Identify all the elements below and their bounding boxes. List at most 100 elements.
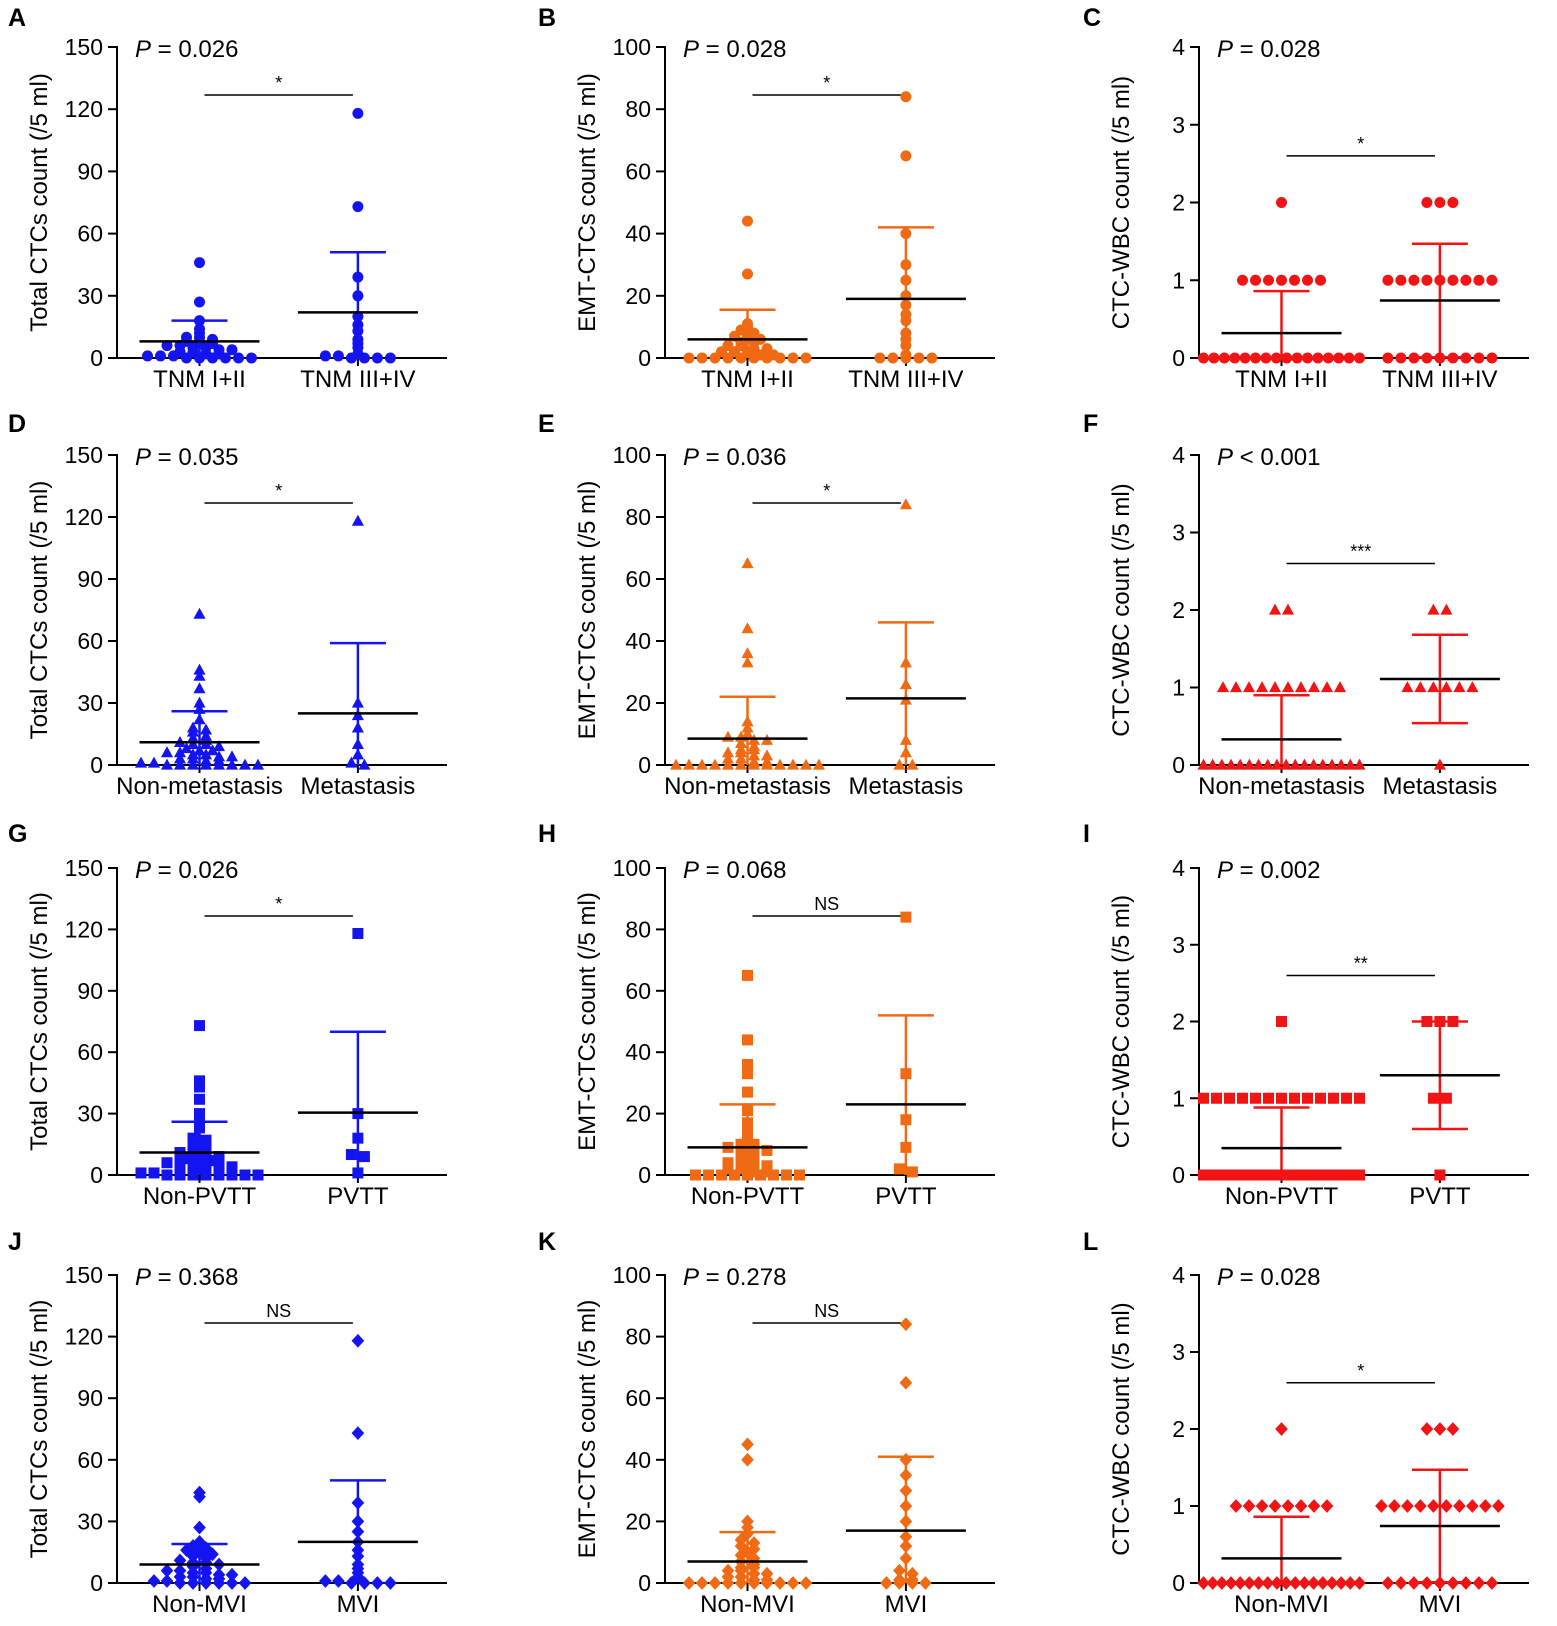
data-point — [1208, 352, 1220, 364]
data-point — [186, 725, 200, 737]
data-point — [899, 1375, 913, 1390]
y-axis-label: Total CTCs count (/5 ml) — [26, 1300, 53, 1559]
data-point — [226, 1169, 238, 1181]
y-tick-label: 40 — [625, 221, 651, 247]
data-point — [1315, 274, 1326, 286]
y-tick-label: 30 — [77, 1508, 103, 1534]
panel-j: J 0 30 60 90 120 150 Non-MVI MVI Total CTCs count… — [8, 1228, 447, 1618]
data-point — [193, 696, 206, 708]
data-point — [1440, 1499, 1453, 1513]
data-point — [1381, 1576, 1395, 1590]
data-point — [173, 752, 187, 764]
data-point — [351, 514, 364, 526]
significance-label: * — [1357, 134, 1364, 154]
data-point — [742, 1086, 753, 1098]
data-point — [161, 1169, 173, 1181]
data-point — [1206, 758, 1219, 770]
data-point — [142, 350, 153, 362]
data-point — [682, 1576, 696, 1590]
data-point — [734, 746, 748, 758]
data-point — [186, 1539, 200, 1553]
data-point — [173, 746, 187, 758]
p-value: P = 0.002 — [1217, 857, 1320, 884]
data-point — [900, 91, 912, 103]
data-point — [1341, 1092, 1352, 1104]
x-category-label: Non-PVTT — [143, 1183, 257, 1210]
data-point — [774, 352, 786, 364]
p-value: P = 0.026 — [135, 36, 238, 63]
y-tick-label: 0 — [638, 1162, 651, 1188]
data-point — [174, 1169, 186, 1181]
data-point — [1270, 758, 1283, 770]
data-point — [708, 758, 722, 770]
data-point — [741, 1452, 754, 1467]
x-category-label: Metastasis — [301, 773, 416, 800]
y-tick-label: 2 — [1172, 1009, 1185, 1035]
data-point — [1401, 681, 1414, 693]
data-point — [174, 1163, 186, 1175]
data-point — [1486, 274, 1498, 286]
data-point — [352, 107, 364, 119]
data-point — [1276, 197, 1287, 208]
significance-label: * — [823, 481, 830, 501]
data-point — [1252, 1169, 1264, 1181]
y-tick-label: 60 — [625, 978, 651, 1004]
data-point — [709, 352, 721, 364]
data-point — [1315, 1092, 1326, 1104]
data-point — [345, 352, 357, 364]
y-axis-label: CTC-WBC count (/5 ml) — [1108, 483, 1135, 736]
y-tick-label: 40 — [625, 628, 651, 654]
x-category-label: TNM III+IV — [300, 366, 415, 393]
y-tick-label: 2 — [1172, 190, 1185, 216]
data-point — [1335, 758, 1348, 770]
p-value: P = 0.368 — [135, 1264, 238, 1291]
data-point — [1229, 1499, 1243, 1513]
data-point — [742, 268, 753, 280]
panel-letter: D — [8, 410, 26, 438]
data-point — [1343, 352, 1355, 364]
data-point — [225, 750, 239, 762]
data-point — [760, 1576, 774, 1590]
data-point — [893, 758, 906, 770]
data-point — [1281, 681, 1295, 693]
data-point — [695, 758, 709, 770]
data-point — [345, 1576, 358, 1590]
y-tick-label: 1 — [1172, 267, 1185, 293]
data-point — [748, 1154, 760, 1166]
x-category-label: MVI — [1419, 1591, 1462, 1618]
data-point — [194, 1020, 205, 1032]
data-point — [761, 1144, 773, 1156]
panel-f: F 0 1 2 3 4 Non-metastasis Metastasis CTC-WBC co… — [1083, 410, 1529, 800]
data-point — [1427, 1092, 1439, 1104]
data-point — [1224, 1092, 1235, 1104]
data-point — [1260, 1169, 1272, 1181]
significance-label: * — [275, 481, 282, 501]
data-point — [332, 350, 344, 362]
data-point — [194, 1093, 205, 1105]
data-point — [187, 1149, 199, 1161]
data-point — [180, 742, 193, 754]
data-point — [1289, 758, 1302, 770]
data-point — [906, 1166, 918, 1178]
data-point — [1298, 1576, 1311, 1590]
data-point — [708, 1576, 722, 1590]
data-point — [742, 1058, 753, 1070]
data-point — [773, 1576, 787, 1590]
p-value: P = 0.035 — [135, 444, 238, 471]
data-point — [352, 927, 364, 939]
data-point — [1198, 1092, 1209, 1104]
p-value: P = 0.028 — [1217, 36, 1320, 63]
data-point — [703, 1169, 714, 1181]
panel-a: A 0 30 60 90 120 150 TNM I+II TNM III+IV Total CT… — [8, 4, 447, 393]
data-point — [194, 257, 205, 269]
x-category-label: MVI — [885, 1591, 928, 1618]
y-tick-label: 3 — [1172, 520, 1185, 546]
data-point — [741, 557, 754, 569]
data-point — [199, 1541, 213, 1555]
data-point — [1302, 274, 1313, 286]
data-point — [199, 758, 213, 770]
x-category-label: TNM I+II — [701, 366, 794, 393]
data-point — [1291, 352, 1303, 364]
data-point — [1440, 603, 1453, 615]
